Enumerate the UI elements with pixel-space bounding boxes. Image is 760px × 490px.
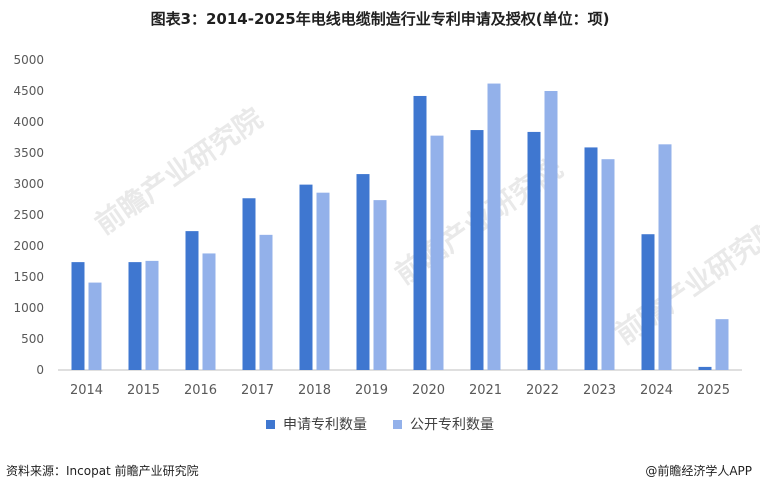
bar-applications-2022 [527,131,541,370]
bar-applications-2019 [356,174,370,370]
bar-applications-2023 [584,147,598,370]
bar-published-2025 [715,319,729,370]
x-tick-label: 2024 [640,383,673,398]
bar-applications-2016 [185,231,199,370]
x-tick-label: 2020 [412,383,445,398]
y-tick-label: 4500 [13,84,44,98]
bar-published-2020 [430,135,444,370]
y-tick-label: 500 [21,332,44,346]
bar-chart: 0 500 1000 1500 2000 2500 3000 3500 4000 4500 5000… [13,53,742,398]
bar-published-2017 [259,234,273,370]
x-tick-label: 2022 [526,383,559,398]
x-tick-label: 2025 [697,383,730,398]
chart-legend: 申请专利数量 公开专利数量 [0,414,760,434]
legend-label-published: 公开专利数量 [410,417,494,433]
y-tick-label: 0 [36,363,44,377]
legend-item-published: 公开专利数量 [393,414,494,434]
bar-applications-2020 [413,95,427,371]
x-tick-label: 2019 [355,383,388,398]
x-tick-label: 2014 [70,383,103,398]
x-tick-label: 2021 [469,383,502,398]
bar-published-2018 [316,192,330,370]
bar-published-2019 [373,200,387,370]
x-tick-label: 2017 [241,383,274,398]
y-tick-label: 3000 [13,177,44,191]
bar-applications-2025 [698,366,712,370]
legend-swatch-applications [266,419,275,429]
bar-applications-2021 [470,130,484,370]
x-tick-label: 2023 [583,383,616,398]
y-tick-label: 2500 [13,208,44,222]
bar-published-2021 [487,83,501,370]
y-tick-label: 4000 [13,115,44,129]
x-tick-label: 2018 [298,383,331,398]
bar-published-2015 [145,260,159,370]
bar-published-2023 [601,159,615,370]
y-tick-label: 1000 [13,301,44,315]
bar-published-2022 [544,91,558,370]
x-tick-label: 2015 [127,383,160,398]
x-tick-label: 2016 [184,383,217,398]
y-tick-label: 1500 [13,270,44,284]
chart-title: 图表3：2014-2025年电线电缆制造行业专利申请及授权(单位：项) [150,10,610,28]
bar-applications-2015 [128,262,142,370]
legend-swatch-published [393,419,402,429]
bar-published-2014 [88,282,102,370]
y-tick-label: 5000 [13,53,44,67]
bar-applications-2017 [242,198,256,370]
bar-applications-2018 [299,184,313,370]
legend-item-applications: 申请专利数量 [266,414,367,434]
bar-applications-2024 [641,234,655,370]
source-note: 资料来源：Incopat 前瞻产业研究院 [6,464,199,478]
y-tick-label: 3500 [13,146,44,160]
bar-applications-2014 [71,262,85,370]
legend-label-applications: 申请专利数量 [283,417,367,433]
bar-published-2016 [202,253,216,370]
y-tick-label: 2000 [13,239,44,253]
bar-published-2024 [658,144,672,370]
credit-note: @前瞻经济学人APP [645,464,752,478]
